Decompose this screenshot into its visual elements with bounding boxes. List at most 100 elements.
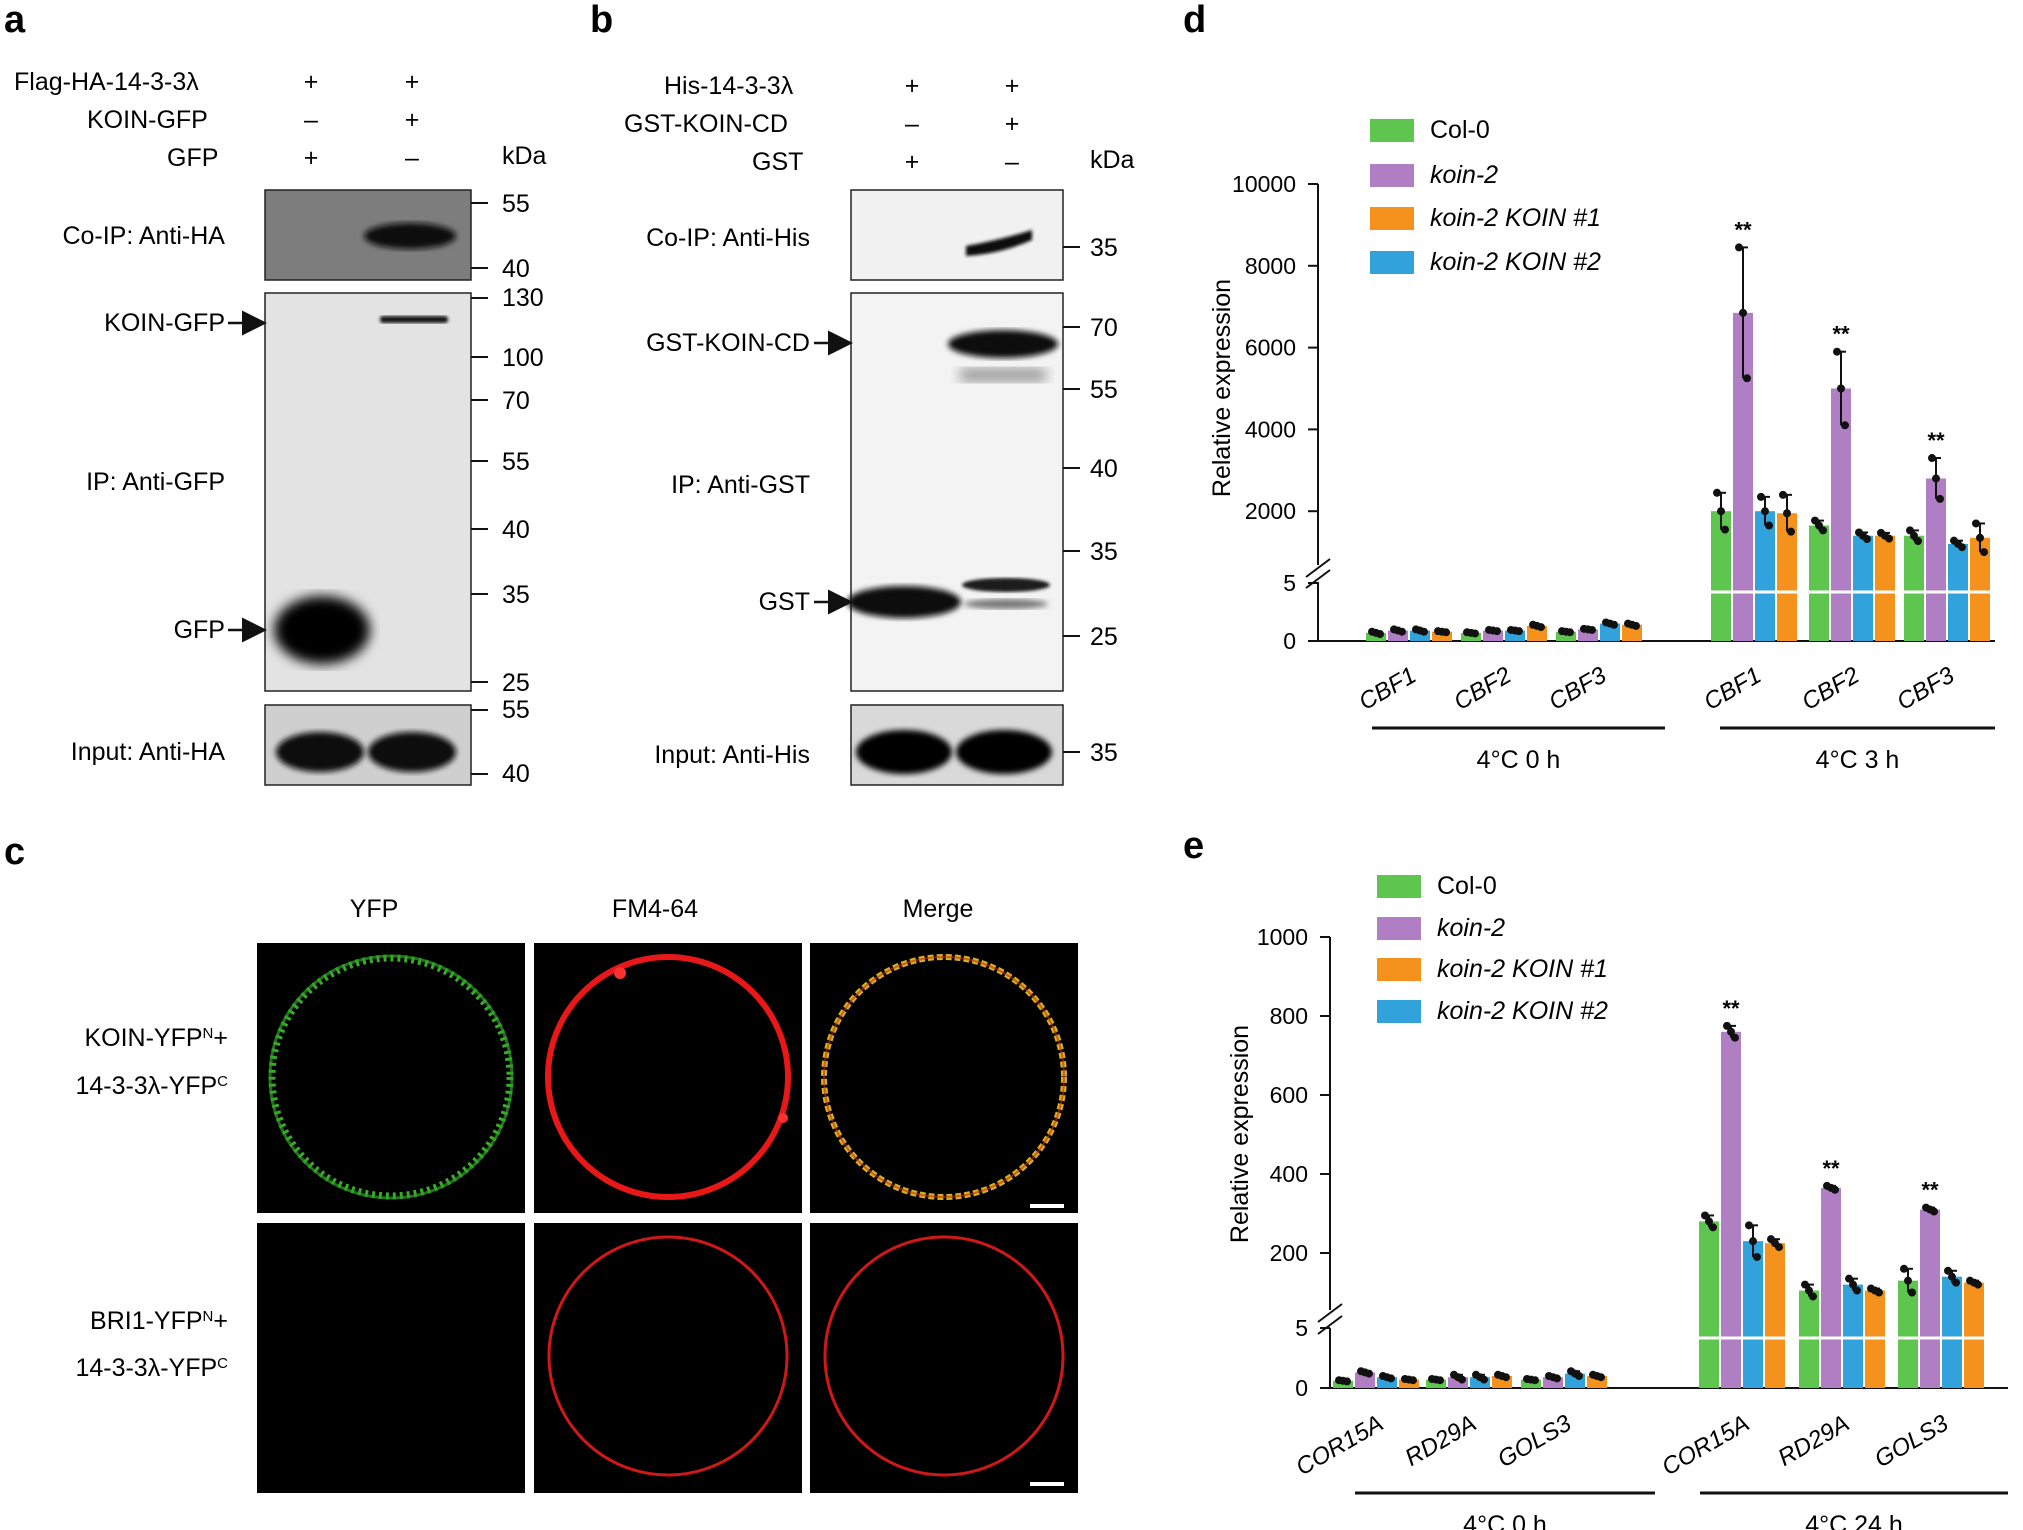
- category-label: CBF2: [1797, 662, 1864, 716]
- panel-b-sign: –: [905, 110, 919, 138]
- data-point: [1948, 1272, 1956, 1281]
- data-point: [1436, 1376, 1444, 1385]
- category-label: CBF3: [1544, 661, 1611, 715]
- data-point: [1908, 1288, 1916, 1297]
- panel-b-coip-label: Co-IP: Anti-His: [646, 224, 810, 252]
- significance-mark: **: [1722, 996, 1740, 1021]
- panel-a-marker: 40: [502, 760, 530, 788]
- data-point: [1914, 537, 1922, 546]
- panel-b-input-band: [856, 730, 952, 774]
- data-point: [1717, 507, 1725, 516]
- panel-b-sign: +: [1005, 72, 1020, 100]
- axis-break-mark: [1317, 1315, 1343, 1335]
- panel-b-marker: 35: [1090, 538, 1118, 566]
- bar: [1410, 630, 1430, 641]
- data-point: [1739, 308, 1747, 317]
- panel-a-sign: –: [405, 144, 419, 172]
- data-point: [1713, 488, 1721, 497]
- category-label: GOLS3: [1493, 1409, 1576, 1473]
- data-point: [1976, 533, 1984, 542]
- bar: [1970, 537, 1990, 641]
- data-point: [1409, 1376, 1417, 1385]
- panel-b-row-label-1: His-14-3-3λ: [664, 72, 794, 100]
- data-point: [1853, 1286, 1861, 1295]
- panel-b-row-label-2: GST-KOIN-CD: [624, 110, 788, 138]
- legend-swatch-koin-2-koin-1: [1377, 958, 1421, 981]
- data-point: [1928, 454, 1936, 463]
- panel-a-marker: 100: [502, 344, 544, 372]
- panel-a: a Flag-HA-14-3-3λ KOIN-GFP GFP + + – + +…: [4, 0, 547, 788]
- panel-c-row-2-line-2: 14-3-3λ-YFPC: [75, 1354, 228, 1382]
- group-label: 4°C 24 h: [1805, 1511, 1903, 1530]
- panel-c-merge-membrane: [823, 1235, 1065, 1477]
- panel-a-input-band: [276, 732, 364, 772]
- category-label: COR15A: [1291, 1410, 1388, 1481]
- data-point: [1944, 1266, 1952, 1275]
- data-point: [1831, 1185, 1839, 1194]
- data-point: [1387, 1374, 1395, 1383]
- legend-label-koin-2-koin-1: koin-2 KOIN #1: [1437, 955, 1608, 983]
- panel-c-image-merge-koin: [810, 943, 1078, 1213]
- data-point: [1757, 492, 1765, 501]
- panel-e-letter: e: [1183, 825, 1204, 867]
- panel-c-row-1-line-1: KOIN-YFPN+: [84, 1024, 228, 1052]
- panel-b-marker: 35: [1090, 739, 1118, 767]
- panel-b-gst-band: [964, 599, 1048, 609]
- panel-a-coip-label: Co-IP: Anti-HA: [62, 222, 225, 250]
- data-point: [1588, 625, 1596, 634]
- panel-a-koin-gfp-band: [380, 316, 448, 323]
- data-point: [1779, 490, 1787, 499]
- panel-b-sign: +: [905, 148, 920, 176]
- data-point: [1566, 628, 1574, 637]
- panel-a-row-label-1: Flag-HA-14-3-3λ: [14, 68, 199, 96]
- bar: [1432, 631, 1452, 641]
- panel-b-gst-koin-cd-band: [948, 330, 1058, 358]
- significance-mark: **: [1822, 1156, 1840, 1181]
- bar: [1448, 1377, 1468, 1388]
- bar: [1875, 535, 1895, 641]
- panel-c-red-membrane: [547, 1235, 789, 1477]
- panel-c-green-membrane: [268, 954, 514, 1200]
- bar: [1578, 629, 1598, 641]
- panel-c-column-label: YFP: [350, 895, 399, 923]
- bar: [1699, 1221, 1719, 1388]
- legend-swatch-col-0: [1377, 875, 1421, 898]
- panel-a-letter: a: [4, 0, 26, 41]
- bar: [1483, 630, 1503, 641]
- significance-mark: **: [1927, 428, 1945, 453]
- panel-b-sign: +: [1005, 110, 1020, 138]
- bar: [1366, 632, 1386, 641]
- data-point: [1398, 627, 1406, 636]
- panel-a-marker: 55: [502, 696, 530, 724]
- panel-c-merge-membrane: [823, 956, 1065, 1198]
- data-point: [1809, 1292, 1817, 1301]
- bar: [1831, 388, 1851, 641]
- legend-swatch-koin-2-koin-2: [1370, 251, 1414, 274]
- data-point: [1365, 1369, 1373, 1378]
- panel-a-sign: –: [304, 106, 318, 134]
- panel-a-ip-label: IP: Anti-GFP: [86, 468, 225, 496]
- data-point: [1885, 534, 1893, 543]
- panel-e-chart: e Col-0 koin-2 koin-2 KOIN #1 koin-2 KOI…: [1183, 825, 2008, 1530]
- data-point: [1493, 627, 1501, 636]
- significance-mark: **: [1921, 1178, 1939, 1203]
- bar: [1926, 478, 1946, 641]
- bar: [1388, 630, 1408, 641]
- category-label: COR15A: [1657, 1410, 1754, 1481]
- panel-a-sign: +: [405, 68, 420, 96]
- data-point: [1801, 1280, 1809, 1289]
- panel-b-sign: –: [1005, 148, 1019, 176]
- data-point: [1745, 1221, 1753, 1230]
- data-point: [1980, 548, 1988, 557]
- panel-c-image-merge-bri1: [810, 1223, 1078, 1493]
- panel-c-image-fm464-bri1: [534, 1223, 802, 1493]
- bar: [1765, 1243, 1785, 1388]
- panel-a-marker: 40: [502, 516, 530, 544]
- data-point: [1833, 347, 1841, 356]
- panel-d-letter: d: [1183, 0, 1206, 41]
- bar: [1521, 1379, 1541, 1388]
- axis-break-mark: [1305, 558, 1331, 578]
- panel-b-sign: +: [905, 72, 920, 100]
- panel-a-arrow-label: KOIN-GFP: [104, 309, 225, 337]
- panel-a-sign: +: [405, 106, 420, 134]
